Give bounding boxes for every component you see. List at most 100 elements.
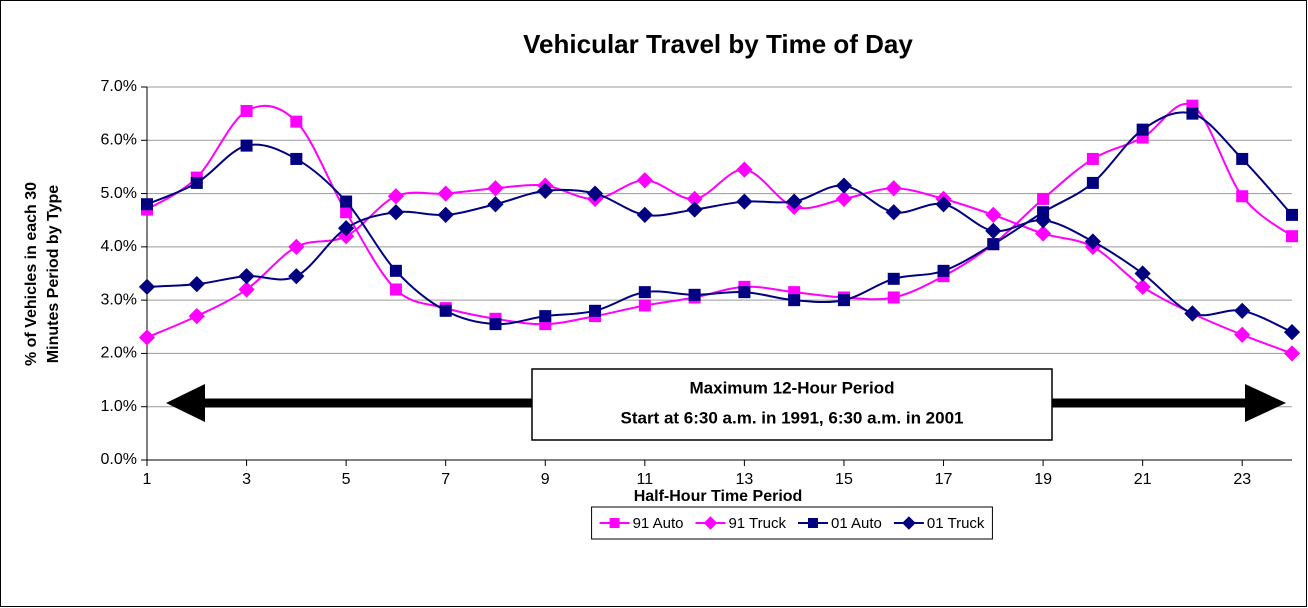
- marker: [338, 220, 355, 237]
- marker: [686, 201, 703, 218]
- marker: [835, 190, 853, 207]
- marker: [736, 193, 753, 210]
- marker: [240, 139, 253, 152]
- x-tick-label: 5: [342, 471, 351, 488]
- marker: [686, 190, 703, 207]
- marker: [786, 193, 803, 210]
- marker: [290, 115, 303, 128]
- annotation: Maximum 12-Hour Period Start at 6:30 a.m…: [166, 368, 1286, 441]
- marker: [1086, 152, 1099, 165]
- marker: [1234, 302, 1251, 319]
- y-tick-label: 0.0%: [101, 451, 137, 468]
- chart-title: Vehicular Travel by Time of Day: [523, 29, 913, 59]
- marker: [1084, 233, 1101, 250]
- arrow-head: [1245, 384, 1286, 422]
- marker: [885, 204, 902, 221]
- y-axis-label: % of Vehicles in each 30: [23, 182, 40, 366]
- marker: [240, 104, 253, 117]
- marker: [290, 152, 303, 165]
- marker: [1134, 278, 1151, 295]
- marker: [1184, 305, 1201, 322]
- marker: [537, 182, 554, 200]
- x-tick-label: 19: [1034, 471, 1052, 488]
- marker: [788, 294, 801, 307]
- x-tick-label: 11: [637, 471, 654, 488]
- marker: [1134, 265, 1151, 282]
- y-tick-label: 3.0%: [101, 291, 137, 308]
- marker: [190, 176, 203, 189]
- marker: [703, 516, 718, 530]
- marker: [935, 196, 952, 213]
- marker: [389, 283, 402, 296]
- marker: [439, 304, 452, 317]
- marker: [340, 206, 353, 219]
- marker: [835, 177, 853, 194]
- x-tick-label: 1: [143, 471, 152, 488]
- marker: [837, 294, 850, 307]
- y-tick-label: 4.0%: [101, 238, 137, 255]
- marker: [586, 185, 604, 202]
- marker: [887, 272, 900, 285]
- y-tick-label: 6.0%: [101, 132, 137, 149]
- legend-label: 01 Truck: [927, 515, 985, 532]
- marker: [985, 222, 1002, 239]
- marker: [288, 268, 305, 285]
- marker: [188, 308, 205, 325]
- marker: [1234, 326, 1251, 343]
- marker: [539, 310, 552, 323]
- marker: [238, 268, 255, 285]
- y-tick-label: 7.0%: [101, 78, 137, 95]
- marker: [188, 276, 205, 293]
- legend-box: [591, 506, 993, 540]
- marker: [987, 238, 1000, 251]
- marker: [437, 185, 454, 202]
- marker: [1034, 212, 1052, 229]
- y-axis-label: Minutes Period by Type: [45, 185, 62, 364]
- legend-label: 91 Auto: [633, 515, 684, 532]
- marker: [688, 288, 701, 301]
- marker: [1186, 107, 1199, 120]
- marker: [1136, 123, 1149, 136]
- x-tick-label: 21: [1134, 471, 1152, 488]
- marker: [1236, 190, 1249, 203]
- marker: [589, 304, 602, 317]
- legend: 91 Auto 91 Truck 01 Auto 01 Truck: [591, 506, 993, 540]
- annotation-box: [531, 368, 1053, 441]
- annotation-text: Start at 6:30 a.m. in 1991, 6:30 a.m. in…: [620, 408, 963, 427]
- marker: [985, 206, 1002, 223]
- annotation-text: Maximum 12-Hour Period: [690, 378, 895, 397]
- marker: [885, 180, 902, 197]
- marker: [738, 286, 751, 299]
- marker: [808, 518, 818, 528]
- y-tick-label: 2.0%: [101, 345, 137, 362]
- marker: [288, 238, 305, 255]
- marker: [1283, 345, 1301, 362]
- plot-area: 0.0%1.0%2.0%3.0%4.0%5.0%6.0%7.0%1 3 5 7 9 11 1…: [101, 78, 1301, 488]
- marker: [387, 188, 405, 205]
- x-tick-label: 9: [541, 471, 550, 488]
- y-tick-label: 5.0%: [101, 185, 137, 202]
- marker: [887, 291, 900, 304]
- marker: [141, 198, 153, 211]
- marker: [437, 206, 454, 223]
- marker: [489, 318, 502, 331]
- marker: [238, 281, 255, 298]
- legend-label: 91 Truck: [728, 515, 786, 532]
- marker: [937, 264, 950, 277]
- marker: [138, 329, 156, 346]
- marker: [609, 518, 620, 528]
- marker: [1086, 176, 1099, 189]
- x-tick-label: 23: [1233, 471, 1251, 488]
- marker: [636, 206, 653, 223]
- x-tick-label: 3: [242, 471, 251, 488]
- marker: [1286, 208, 1298, 221]
- legend-label: 01 Auto: [831, 515, 882, 532]
- x-tick-label: 7: [441, 471, 450, 488]
- marker: [387, 204, 405, 221]
- marker: [487, 196, 504, 213]
- y-tick-label: 1.0%: [101, 398, 137, 415]
- x-tick-label: 13: [735, 471, 753, 488]
- marker: [340, 195, 353, 208]
- marker: [638, 286, 651, 299]
- marker: [1037, 192, 1050, 205]
